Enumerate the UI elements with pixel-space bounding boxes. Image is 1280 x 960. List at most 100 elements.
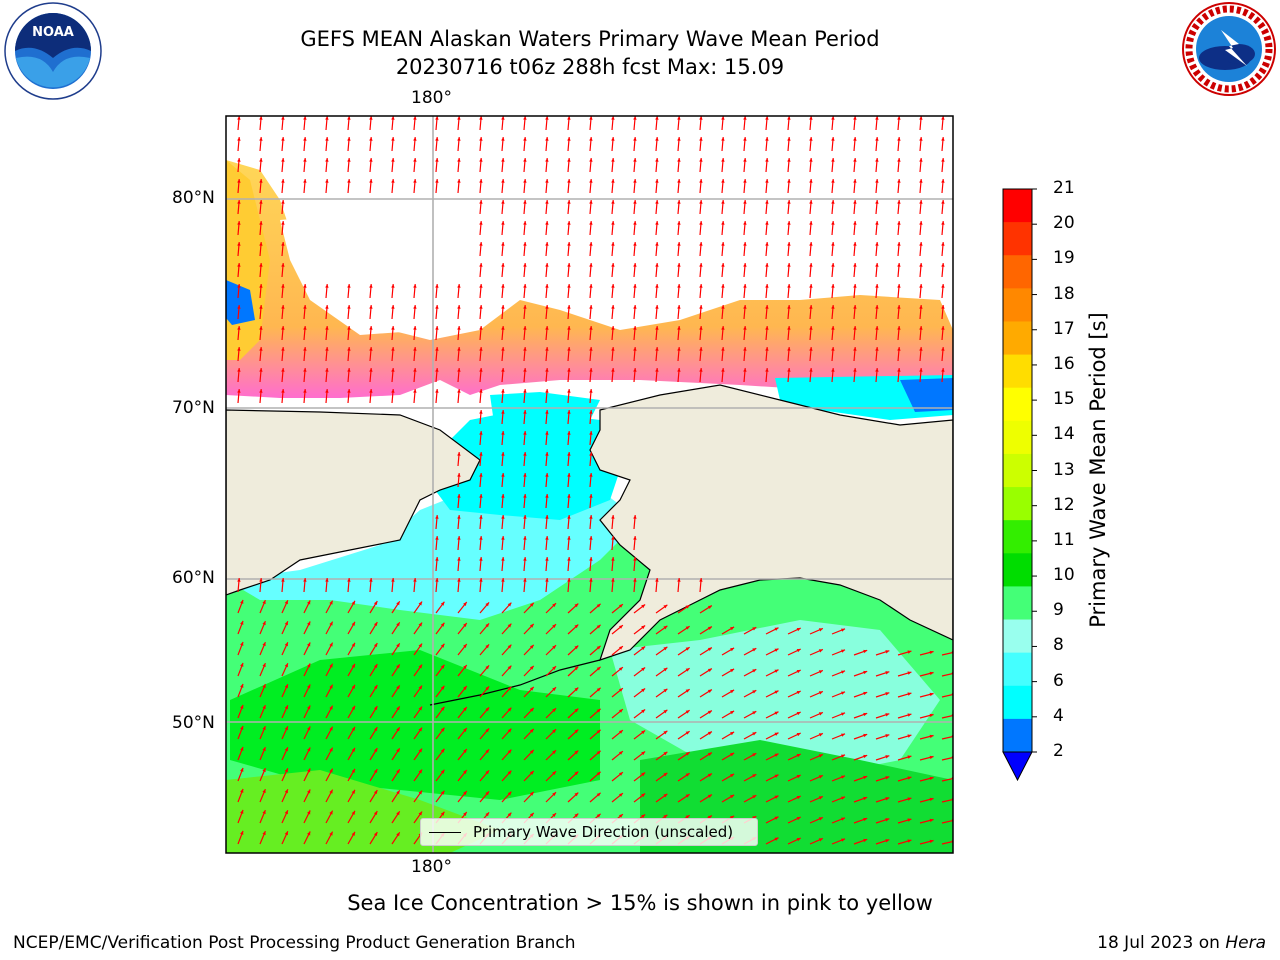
wave-arrow-head (347, 368, 351, 372)
wave-arrow-head (413, 368, 417, 372)
wave-arrow-head (919, 242, 923, 246)
wave-arrow-head (440, 769, 445, 774)
sea-ice-caption: Sea Ice Concentration > 15% is shown in … (347, 891, 933, 915)
wave-arrow-head (589, 578, 593, 582)
wave-arrow-head (391, 158, 395, 162)
wave-arrow (941, 672, 953, 677)
alaska-land (589, 384, 953, 661)
wave-arrow-head (369, 305, 373, 309)
wave-arrow-head (507, 665, 512, 670)
wave-arrow-head (284, 747, 288, 752)
legend-line-swatch (429, 832, 461, 833)
wave-arrow-head (457, 494, 461, 498)
wave-arrow-head (831, 158, 835, 162)
wave-arrow-head (507, 749, 512, 754)
wave-arrow-head (721, 347, 725, 351)
wave-arrow-head (875, 116, 879, 120)
wave-arrow-head (501, 557, 505, 561)
wave-arrow-head (567, 158, 571, 162)
wave-arrow-head (752, 627, 757, 631)
ice-free-gap (520, 240, 760, 305)
wave-direction-arrows (237, 116, 953, 845)
wave-arrow-head (307, 642, 311, 647)
wave-arrow-head (574, 792, 579, 797)
wave-arrow-head (501, 452, 505, 456)
wave-arrow-head (853, 200, 857, 204)
wave-arrow-head (663, 604, 668, 609)
wave-arrow-head (721, 116, 725, 120)
wave-arrow-head (303, 179, 307, 183)
wave-arrow-head (774, 837, 779, 841)
wave-arrow-head (699, 221, 703, 225)
wave-arrow-head (281, 578, 285, 582)
wave-arrow-head (699, 305, 703, 309)
wave-arrow-head (796, 817, 801, 821)
wave-arrow-head (523, 305, 527, 309)
wave-arrow-head (262, 621, 266, 626)
wave-arrow-head (611, 284, 615, 288)
wave-arrow-head (259, 242, 263, 246)
lat-label-80n: 80°N (172, 188, 215, 208)
wave-arrow-head (485, 770, 490, 775)
wave-arrow-head (237, 137, 241, 141)
wave-arrow-head (596, 729, 601, 734)
wave-arrow-head (479, 452, 483, 456)
wave-arrow-head (863, 670, 868, 675)
wave-arrow-head (897, 221, 901, 225)
wave-arrow-head (897, 368, 901, 372)
wave-arrow-head (418, 601, 423, 606)
wave-arrow-head (485, 623, 490, 628)
wave-arrow-head (907, 671, 912, 675)
wave-arrow-head (567, 557, 571, 561)
wave-arrow-head (545, 494, 549, 498)
wave-arrow-head (589, 473, 593, 477)
wave-arrow-head (611, 116, 615, 120)
wave-arrow-head (853, 263, 857, 267)
wave-arrow-head (259, 284, 263, 288)
wave-arrow-head (618, 814, 623, 818)
wave-arrow-head (641, 730, 646, 735)
wave-arrow-head (479, 284, 483, 288)
wave-arrow-head (396, 706, 400, 711)
wave-arrow-head (663, 667, 668, 672)
wave-arrow-head (507, 791, 512, 796)
wave-arrow-head (685, 710, 690, 714)
wave-arrow-head (259, 347, 263, 351)
wave-arrow-head (730, 773, 735, 778)
nws-logo (1182, 2, 1276, 96)
wave-arrow-head (567, 410, 571, 414)
wave-arrow-head (351, 831, 355, 836)
wave-arrow-head (523, 116, 527, 120)
wave-arrow-head (435, 389, 439, 393)
colorbar-tick-label: 2 (1053, 741, 1064, 761)
wave-arrow-head (574, 771, 579, 776)
wave-arrow-head (907, 818, 912, 822)
wave-arrow-head (281, 389, 285, 393)
colorbar-tick-label: 14 (1053, 424, 1075, 445)
wave-arrow-head (329, 705, 333, 710)
wave-arrow-head (730, 668, 735, 673)
wave-arrow-head (435, 368, 439, 372)
wave-arrow (941, 819, 953, 824)
colorbar (1002, 188, 1037, 782)
wave-arrow-head (929, 671, 934, 676)
wave-arrow-head (641, 688, 646, 693)
wave-arrow-head (721, 137, 725, 141)
wave-arrow-head (413, 284, 417, 288)
wave-arrow-head (479, 158, 483, 162)
wave-arrow-head (589, 326, 593, 330)
wave-arrow-head (545, 410, 549, 414)
wave-arrow-head (529, 812, 534, 817)
wave-arrow-head (281, 221, 285, 225)
wave-arrow-head (919, 137, 923, 141)
colorbar-tick-label: 19 (1053, 248, 1075, 269)
wave-arrow-head (240, 830, 244, 835)
wave-arrow-head (413, 347, 417, 351)
wave-arrow-head (501, 494, 505, 498)
wave-arrow-head (875, 242, 879, 246)
wave-arrow-head (611, 242, 615, 246)
wave-arrow-head (685, 647, 690, 651)
wave-arrow-head (809, 263, 813, 267)
wave-arrow-head (567, 515, 571, 519)
wave-arrow-head (897, 137, 901, 141)
